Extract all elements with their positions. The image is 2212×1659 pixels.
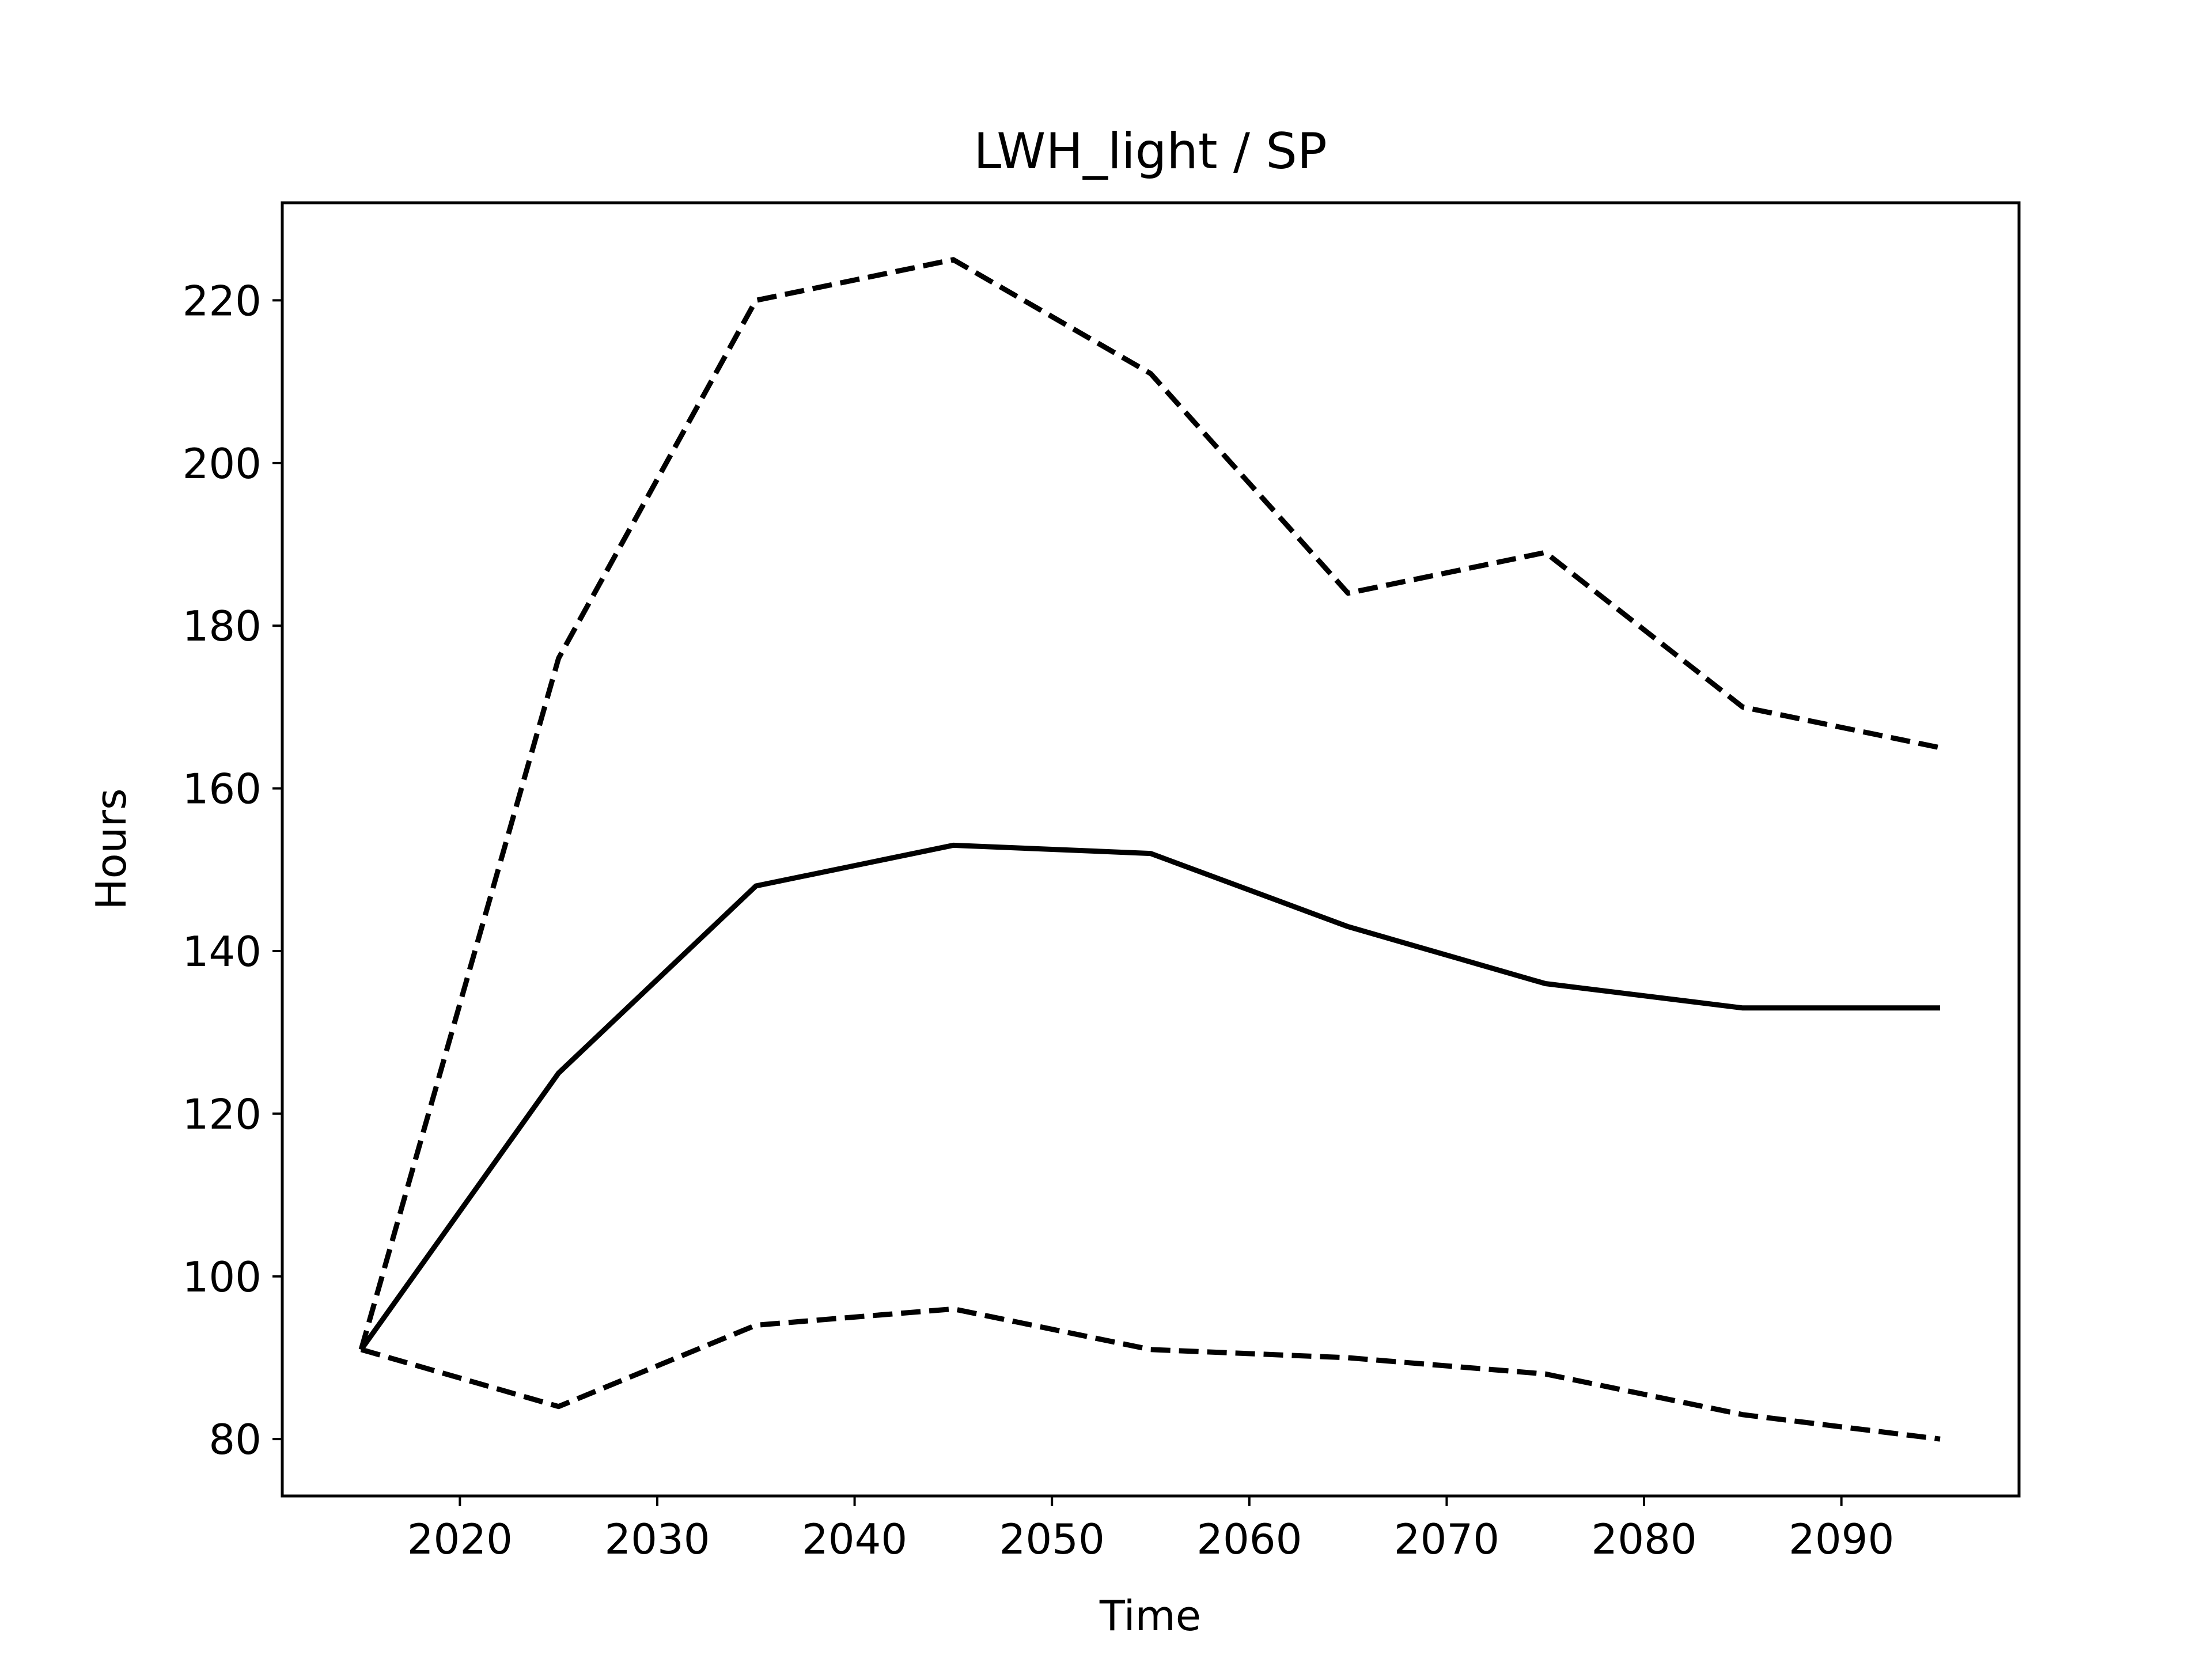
- x-tick-label: 2020: [407, 1515, 513, 1563]
- series-line-1: [359, 842, 1940, 1351]
- y-tick-label: 120: [183, 1090, 262, 1138]
- y-tick-label: 80: [209, 1415, 262, 1464]
- y-axis-label: Hours: [87, 789, 135, 910]
- x-axis-label: Time: [1099, 1592, 1201, 1640]
- x-axis: 2020 2030 2040 2050 2060 2070 2080 2090: [407, 1496, 1894, 1563]
- y-tick-label: 140: [183, 927, 262, 976]
- x-tick-label: 2070: [1394, 1515, 1499, 1563]
- x-tick-label: 2080: [1591, 1515, 1696, 1563]
- y-tick-label: 100: [183, 1253, 262, 1301]
- y-tick-label: 180: [183, 602, 262, 650]
- series-line-0: [358, 257, 1941, 1351]
- series-layer: [358, 257, 1941, 1442]
- series-line-2: [360, 1306, 1941, 1442]
- x-tick-label: 2050: [999, 1515, 1105, 1563]
- x-tick-label: 2030: [604, 1515, 710, 1563]
- y-tick-label: 220: [183, 276, 262, 325]
- chart-title: LWH_light / SP: [974, 123, 1327, 180]
- x-tick-label: 2040: [802, 1515, 907, 1563]
- y-tick-label: 160: [183, 765, 262, 813]
- x-tick-label: 2060: [1196, 1515, 1302, 1563]
- x-tick-label: 2090: [1789, 1515, 1894, 1563]
- y-tick-label: 200: [183, 440, 262, 488]
- y-axis: 80 100 120 140 160 180 200 220: [183, 276, 282, 1464]
- plot-area-frame: [281, 201, 2021, 1498]
